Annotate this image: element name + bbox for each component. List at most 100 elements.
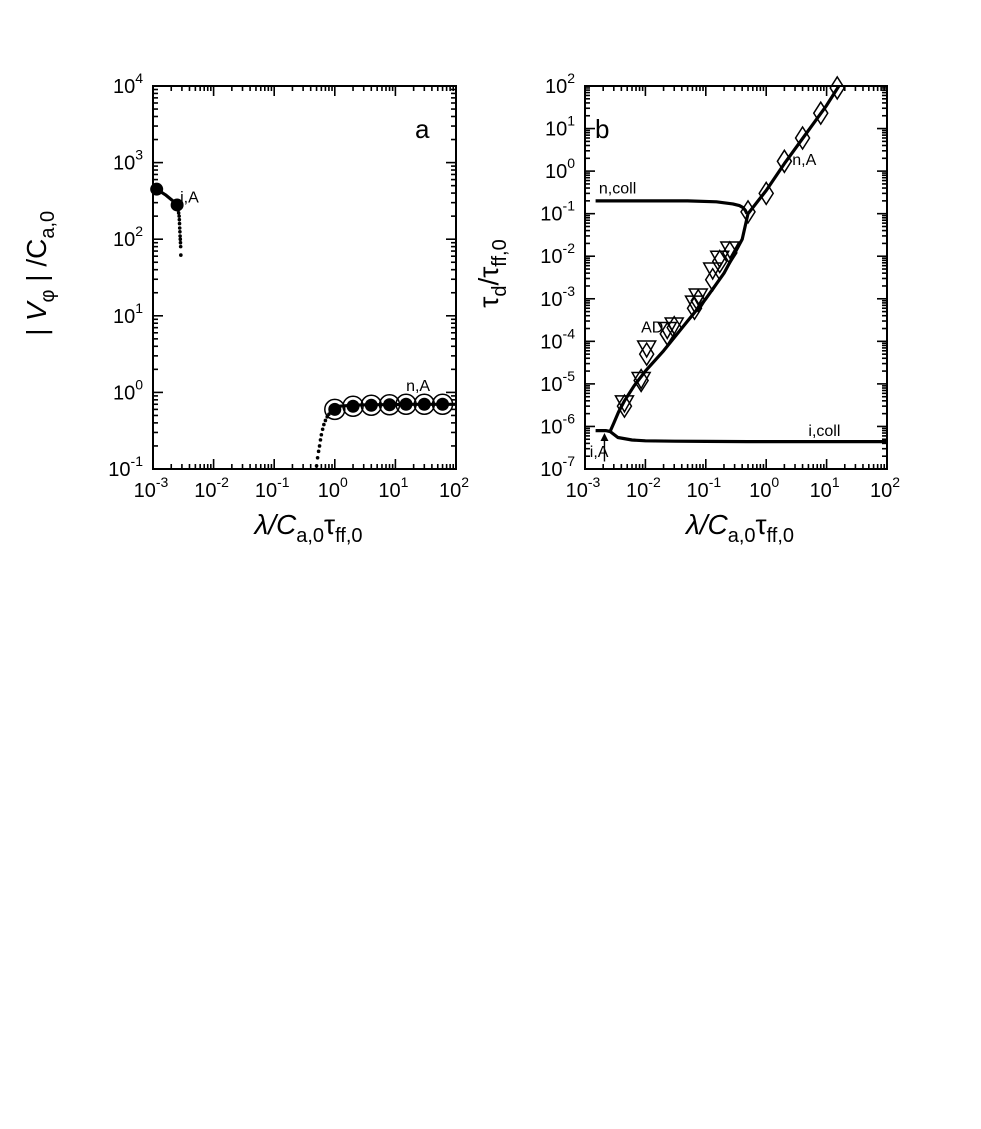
data-dot: [178, 244, 183, 249]
data-dot: [177, 217, 182, 222]
open-circle-marker: [378, 393, 401, 416]
y-tick-label-exponent: 4: [135, 70, 143, 86]
data-dot: [317, 444, 322, 448]
x-tick-label-base: 10: [810, 480, 832, 502]
y-tick-label: 10-2: [540, 240, 575, 268]
filled-circle-marker: [346, 399, 360, 413]
data-dot: [316, 449, 321, 454]
y-tick-label-base: 10: [545, 76, 567, 98]
filled-circle-marker: [150, 182, 164, 196]
y-tick-label: 10-1: [108, 453, 143, 481]
x-tick-label-exponent: 2: [892, 474, 900, 490]
plot-frame: [584, 85, 888, 470]
x-tick-label-exponent: -3: [156, 474, 169, 490]
x-tick-label: 10-3: [566, 474, 601, 502]
x-tick-label: 101: [378, 474, 408, 502]
y-tick-label-base: 10: [540, 246, 562, 268]
diamond-marker: [633, 368, 650, 393]
data-dot: [323, 418, 328, 423]
y-tick-label-exponent: -2: [563, 240, 576, 256]
x-tick-label-exponent: 1: [832, 474, 840, 490]
y-tick-label-base: 10: [540, 459, 562, 481]
data-dot: [176, 211, 181, 215]
x-tick-label: 102: [870, 474, 900, 502]
diamond-marker: [721, 240, 738, 266]
x-label-sub1: a,0: [728, 525, 756, 547]
y-tick-label: 104: [113, 70, 143, 98]
x-tick-label-base: 10: [749, 480, 771, 502]
x-label-sub2: ff,0: [767, 525, 794, 547]
filled-circle-marker: [417, 397, 431, 411]
y-tick-label-base: 10: [113, 229, 135, 251]
open-circle-marker: [413, 393, 436, 416]
x-tick-label: 10-2: [194, 474, 229, 502]
y-label-pre: τ: [473, 297, 504, 308]
y-tick-label-exponent: 1: [135, 300, 143, 316]
y-label-sub2: ff,0: [489, 239, 511, 266]
x-tick-label-base: 10: [439, 480, 461, 502]
series-line: [595, 199, 749, 215]
x-tick-label-exponent: -2: [648, 474, 661, 490]
data-dot: [177, 214, 181, 218]
y-tick-label-base: 10: [540, 289, 562, 311]
y-tick-label-base: 10: [545, 119, 567, 141]
data-dot: [179, 253, 183, 257]
y-tick-label: 10-4: [540, 325, 575, 353]
y-tick-label-exponent: -3: [563, 283, 576, 299]
y-label-pre: | V: [21, 300, 52, 336]
y-tick-label: 100: [545, 155, 575, 183]
y-tick-label-exponent: 0: [567, 155, 575, 171]
data-dot: [315, 456, 320, 460]
annotation-label: i,A: [180, 190, 199, 207]
open-circle-marker: [360, 394, 383, 416]
diamond-marker: [638, 341, 655, 367]
annotation-label: n,coll: [599, 180, 636, 197]
x-tick-label: 100: [318, 474, 348, 502]
y-tick-label-base: 10: [540, 331, 562, 353]
diamond-marker: [829, 75, 846, 101]
x-tick-label-base: 10: [134, 480, 156, 502]
x-tick-label-base: 10: [378, 480, 400, 502]
y-tick-label-base: 10: [540, 374, 562, 396]
open-circle-marker: [431, 393, 454, 416]
y-label-sub2: a,0: [37, 211, 59, 239]
x-tick-label-exponent: 1: [401, 474, 409, 490]
x-tick-label: 102: [439, 474, 469, 502]
y-axis-label: | Vφ | /Ca,0: [21, 211, 59, 336]
y-tick-label: 10-3: [540, 283, 575, 311]
x-label-mid: τ: [756, 509, 767, 540]
filled-circle-marker: [436, 397, 450, 411]
series-line: [608, 85, 841, 433]
data-dot: [178, 240, 183, 245]
y-tick-label-exponent: 2: [135, 223, 143, 239]
y-axis-label: τd/τff,0: [473, 239, 511, 307]
x-tick-label-base: 10: [255, 480, 277, 502]
x-tick-label: 10-1: [686, 474, 721, 502]
y-tick-label: 10-1: [540, 198, 575, 226]
series-line: [595, 429, 611, 434]
open-circle-marker: [395, 393, 417, 416]
diamond-marker: [711, 249, 728, 274]
x-tick-label-exponent: -1: [709, 474, 722, 490]
y-tick-label: 10-5: [540, 368, 575, 396]
x-tick-label: 101: [810, 474, 840, 502]
data-dot: [319, 432, 324, 437]
y-tick-label-exponent: -6: [563, 410, 576, 426]
x-axis-label: λ/Ca,0τff,0: [684, 509, 794, 547]
diamond-marker: [659, 321, 676, 347]
data-dot: [177, 226, 182, 230]
open-circle-marker: [342, 395, 364, 417]
data-dot: [322, 422, 326, 427]
x-tick-label-exponent: 0: [340, 474, 348, 490]
x-tick-label-base: 10: [686, 480, 708, 502]
y-tick-label-exponent: 2: [567, 70, 575, 86]
y-tick-label-base: 10: [540, 204, 562, 226]
y-tick-label-base: 10: [113, 306, 135, 328]
y-label-sub1: φ: [37, 289, 59, 302]
x-label-sub2: ff,0: [335, 525, 362, 547]
x-tick-label-base: 10: [626, 480, 648, 502]
x-tick-label-base: 10: [194, 480, 216, 502]
annotation-label: n,A: [406, 378, 430, 395]
filled-circle-marker: [328, 402, 342, 416]
